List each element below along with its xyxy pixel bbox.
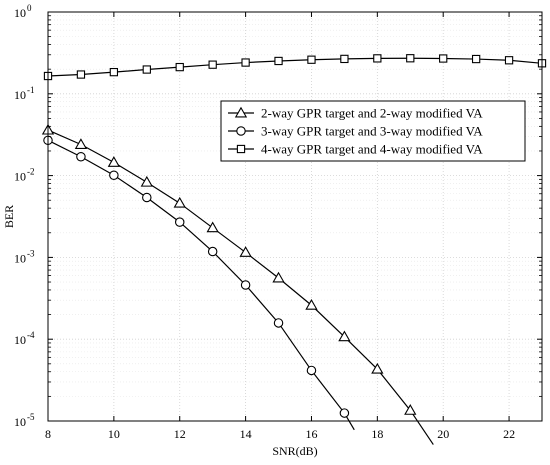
legend-box bbox=[220, 100, 526, 162]
data-point-marker bbox=[240, 280, 251, 290]
y-tick-label: 10 bbox=[14, 251, 26, 265]
data-point-marker bbox=[305, 298, 318, 310]
data-point-marker bbox=[76, 70, 86, 79]
data-point-marker bbox=[339, 408, 350, 418]
y-tick-base: 10 bbox=[14, 6, 26, 20]
data-point-marker bbox=[439, 54, 448, 63]
data-point-marker bbox=[142, 192, 152, 203]
data-point-marker bbox=[307, 55, 316, 64]
series-square bbox=[43, 54, 547, 81]
data-point-marker bbox=[109, 170, 119, 180]
x-tick-label: 12 bbox=[174, 427, 186, 441]
data-point-marker bbox=[76, 151, 86, 162]
y-tick-label: 10 bbox=[14, 415, 26, 429]
data-point-marker bbox=[174, 217, 185, 227]
x-tick-label: 22 bbox=[503, 427, 515, 441]
y-tick-label: 10 bbox=[14, 6, 26, 20]
legend-marker bbox=[234, 106, 248, 118]
data-point-marker bbox=[373, 54, 382, 63]
series-triangle bbox=[41, 123, 434, 445]
data-point-marker bbox=[142, 65, 151, 74]
legend-label: 3-way GPR target and 3-way modified VA bbox=[261, 124, 483, 139]
legend-entry: 4-way GPR target and 4-way modified VA bbox=[228, 142, 483, 157]
x-tick-label: 10 bbox=[108, 427, 120, 441]
legend-label: 4-way GPR target and 4-way modified VA bbox=[261, 142, 483, 157]
legend-entry: 2-way GPR target and 2-way modified VA bbox=[228, 106, 483, 121]
legend-entry: 3-way GPR target and 3-way modified VA bbox=[228, 124, 483, 139]
x-tick-label: 20 bbox=[437, 427, 449, 441]
y-tick-label: 10 bbox=[14, 170, 26, 184]
series-line bbox=[47, 57, 543, 77]
y-axis-title: BER bbox=[2, 205, 16, 228]
x-tick-label: 18 bbox=[371, 427, 383, 441]
y-tick-base: 10 bbox=[14, 251, 26, 265]
legend-label: 2-way GPR target and 2-way modified VA bbox=[261, 106, 483, 121]
y-tick-exponent: 0 bbox=[27, 3, 32, 13]
data-point-marker bbox=[306, 365, 317, 376]
data-point-marker bbox=[274, 56, 283, 66]
y-tick-label: 10 bbox=[14, 333, 26, 347]
legend-marker bbox=[236, 126, 246, 136]
data-point-marker bbox=[107, 156, 121, 167]
data-point-marker bbox=[207, 246, 218, 257]
y-tick-base: 10 bbox=[14, 88, 26, 102]
data-point-marker bbox=[109, 67, 119, 77]
series-layer bbox=[41, 54, 547, 445]
plot-frame bbox=[47, 11, 543, 422]
y-tick-exponent: -4 bbox=[27, 330, 35, 340]
legend-marker bbox=[236, 144, 246, 154]
y-tick-base: 10 bbox=[14, 415, 26, 429]
series-line bbox=[47, 129, 434, 445]
y-tick-base: 10 bbox=[14, 170, 26, 184]
data-point-marker bbox=[74, 138, 88, 149]
series-circle bbox=[43, 135, 355, 431]
x-axis-title: SNR(dB) bbox=[272, 444, 317, 458]
data-point-marker bbox=[239, 246, 252, 257]
x-tick-label: 16 bbox=[305, 427, 317, 441]
data-point-marker bbox=[206, 221, 219, 233]
data-point-marker bbox=[175, 62, 184, 72]
data-point-marker bbox=[208, 60, 217, 69]
data-point-marker bbox=[404, 404, 417, 415]
data-point-marker bbox=[273, 318, 284, 328]
y-tick-label: 10 bbox=[14, 88, 26, 102]
data-point-marker bbox=[140, 175, 153, 187]
legend: 2-way GPR target and 2-way modified VA 3-… bbox=[220, 100, 526, 162]
data-point-marker bbox=[272, 271, 285, 283]
data-point-marker bbox=[406, 54, 415, 63]
x-tick-label: 14 bbox=[240, 427, 252, 441]
data-point-marker bbox=[504, 56, 514, 65]
y-tick-exponent: -2 bbox=[27, 167, 35, 177]
y-tick-exponent: -3 bbox=[27, 248, 35, 258]
data-point-marker bbox=[340, 54, 349, 64]
y-tick-exponent: -1 bbox=[27, 85, 35, 95]
data-point-marker bbox=[338, 330, 351, 342]
grid bbox=[47, 11, 542, 422]
y-tick-exponent: -5 bbox=[27, 412, 35, 422]
data-point-marker bbox=[371, 362, 384, 374]
data-point-marker bbox=[241, 58, 250, 67]
y-tick-base: 10 bbox=[14, 333, 26, 347]
data-point-marker bbox=[173, 196, 186, 208]
x-tick-label: 8 bbox=[45, 427, 51, 441]
data-point-marker bbox=[471, 54, 481, 64]
